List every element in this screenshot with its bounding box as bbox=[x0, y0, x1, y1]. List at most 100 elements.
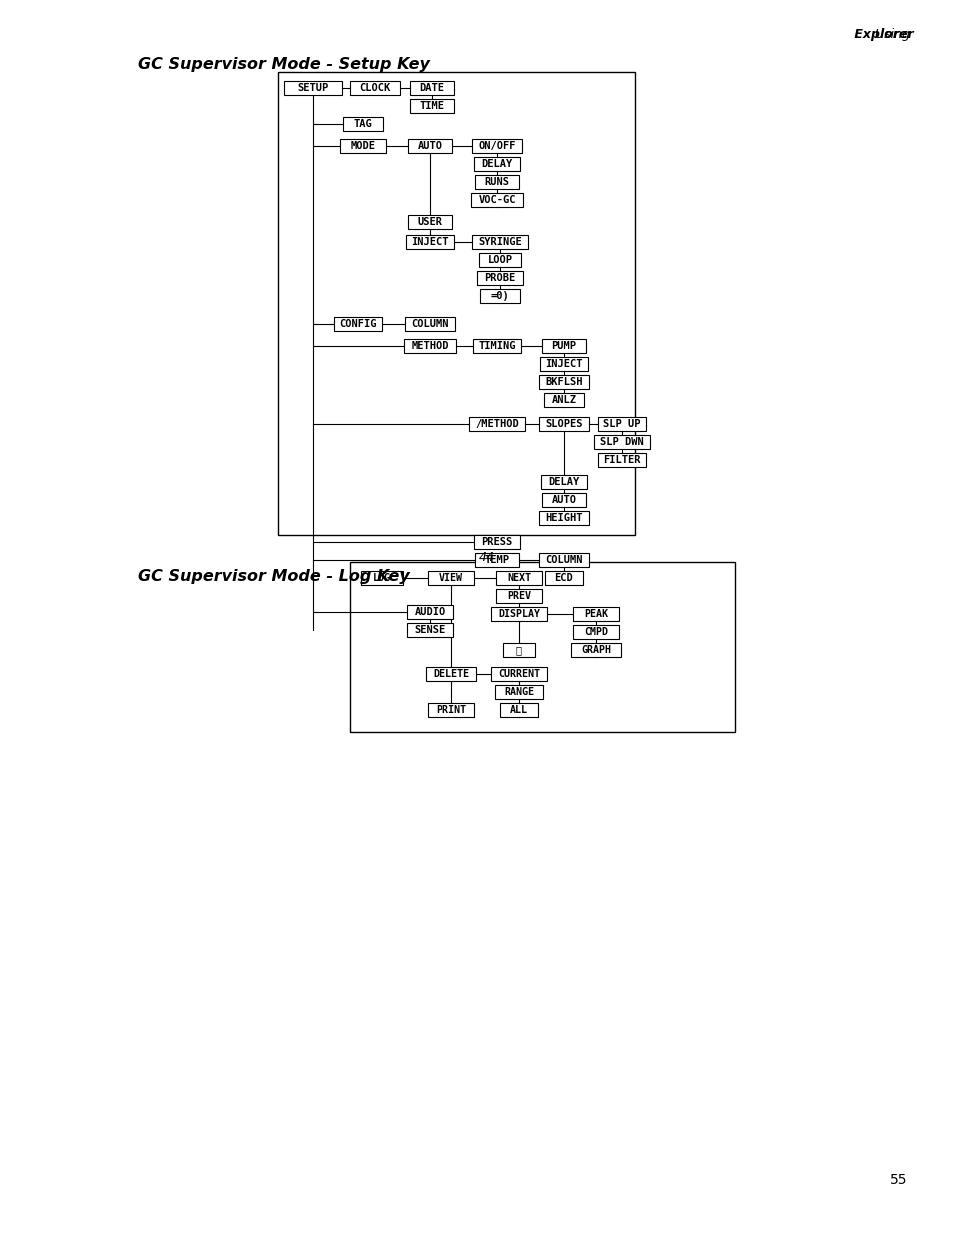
Bar bbox=[472, 235, 527, 249]
Text: TAG: TAG bbox=[354, 119, 372, 128]
Bar bbox=[496, 571, 541, 585]
Text: PREV: PREV bbox=[506, 592, 531, 601]
Text: =0): =0) bbox=[490, 291, 509, 301]
Bar bbox=[476, 270, 522, 285]
Bar bbox=[573, 625, 618, 638]
Text: 55: 55 bbox=[889, 1173, 907, 1187]
Bar bbox=[475, 175, 518, 189]
Bar bbox=[406, 235, 454, 249]
Text: ECD: ECD bbox=[554, 573, 573, 583]
Text: SLOPES: SLOPES bbox=[545, 419, 582, 429]
Bar bbox=[403, 338, 456, 353]
Bar bbox=[473, 338, 520, 353]
Bar bbox=[598, 417, 645, 431]
Text: DELAY: DELAY bbox=[481, 159, 512, 169]
Text: GRAPH: GRAPH bbox=[580, 645, 610, 655]
Bar bbox=[544, 571, 582, 585]
Text: AUTO: AUTO bbox=[551, 495, 576, 505]
Bar bbox=[277, 72, 635, 535]
Bar bbox=[360, 571, 402, 585]
Bar bbox=[538, 375, 588, 389]
Text: PRINT: PRINT bbox=[436, 705, 465, 715]
Bar bbox=[410, 82, 454, 95]
Text: SLP DWN: SLP DWN bbox=[599, 437, 643, 447]
Bar bbox=[350, 562, 734, 732]
Text: DELAY: DELAY bbox=[548, 477, 579, 487]
Bar bbox=[495, 685, 542, 699]
Bar bbox=[469, 417, 524, 431]
Bar bbox=[541, 493, 585, 508]
Bar bbox=[405, 317, 455, 331]
Text: 44: 44 bbox=[478, 551, 495, 564]
Bar bbox=[407, 605, 453, 619]
Text: LOOP: LOOP bbox=[487, 254, 512, 266]
Bar bbox=[408, 140, 452, 153]
Bar bbox=[410, 99, 454, 112]
Text: HEIGHT: HEIGHT bbox=[545, 513, 582, 522]
Text: SYRINGE: SYRINGE bbox=[477, 237, 521, 247]
Text: SENSE: SENSE bbox=[414, 625, 445, 635]
Text: ℓ: ℓ bbox=[516, 645, 521, 655]
Text: SETUP: SETUP bbox=[297, 83, 328, 93]
Bar bbox=[479, 289, 519, 303]
Bar bbox=[491, 667, 546, 680]
Bar bbox=[598, 453, 645, 467]
Text: FILTER: FILTER bbox=[602, 454, 640, 466]
Bar bbox=[538, 417, 588, 431]
Bar bbox=[543, 393, 583, 408]
Bar bbox=[571, 643, 620, 657]
Bar bbox=[428, 703, 474, 718]
Bar bbox=[475, 553, 518, 567]
Text: MODE: MODE bbox=[350, 141, 375, 151]
Bar bbox=[350, 82, 399, 95]
Bar bbox=[284, 82, 341, 95]
Text: TIME: TIME bbox=[419, 101, 444, 111]
Bar bbox=[540, 475, 586, 489]
Bar bbox=[339, 140, 386, 153]
Text: NEXT: NEXT bbox=[506, 573, 531, 583]
Text: PUMP: PUMP bbox=[551, 341, 576, 351]
Text: LOG: LOG bbox=[373, 573, 391, 583]
Text: TEMP: TEMP bbox=[484, 555, 509, 564]
Text: SLP UP: SLP UP bbox=[602, 419, 640, 429]
Bar bbox=[496, 589, 541, 603]
Bar bbox=[541, 338, 585, 353]
Text: CONFIG: CONFIG bbox=[339, 319, 376, 329]
Text: METHOD: METHOD bbox=[411, 341, 448, 351]
Bar bbox=[474, 535, 519, 550]
Text: RUNS: RUNS bbox=[484, 177, 509, 186]
Text: PRESS: PRESS bbox=[481, 537, 512, 547]
Bar bbox=[408, 215, 452, 228]
Text: GC Supervisor Mode - Setup Key: GC Supervisor Mode - Setup Key bbox=[138, 57, 430, 72]
Bar bbox=[499, 703, 537, 718]
Text: /METHOD: /METHOD bbox=[475, 419, 518, 429]
Text: DELETE: DELETE bbox=[433, 669, 469, 679]
Text: CURRENT: CURRENT bbox=[497, 669, 539, 679]
Bar bbox=[573, 606, 618, 621]
Bar bbox=[491, 606, 546, 621]
Text: RANGE: RANGE bbox=[503, 687, 534, 697]
Text: PROBE: PROBE bbox=[484, 273, 515, 283]
Text: USER: USER bbox=[417, 217, 442, 227]
Bar bbox=[539, 357, 587, 370]
Bar bbox=[471, 193, 522, 207]
Text: DATE: DATE bbox=[419, 83, 444, 93]
Text: PEAK: PEAK bbox=[583, 609, 607, 619]
Bar bbox=[428, 571, 474, 585]
Bar bbox=[478, 253, 520, 267]
Text: VIEW: VIEW bbox=[438, 573, 462, 583]
Text: COLUMN: COLUMN bbox=[411, 319, 448, 329]
Text: Explorer: Explorer bbox=[815, 28, 913, 41]
Text: ALL: ALL bbox=[510, 705, 527, 715]
Text: DISPLAY: DISPLAY bbox=[497, 609, 539, 619]
Text: INJECT: INJECT bbox=[545, 359, 582, 369]
Bar bbox=[407, 622, 453, 637]
Text: TIMING: TIMING bbox=[477, 341, 516, 351]
Bar bbox=[426, 667, 476, 680]
Bar bbox=[334, 317, 381, 331]
Text: ANLZ: ANLZ bbox=[551, 395, 576, 405]
Bar bbox=[538, 511, 588, 525]
Bar bbox=[502, 643, 535, 657]
Text: BKFLSH: BKFLSH bbox=[545, 377, 582, 387]
Text: VOC-GC: VOC-GC bbox=[477, 195, 516, 205]
